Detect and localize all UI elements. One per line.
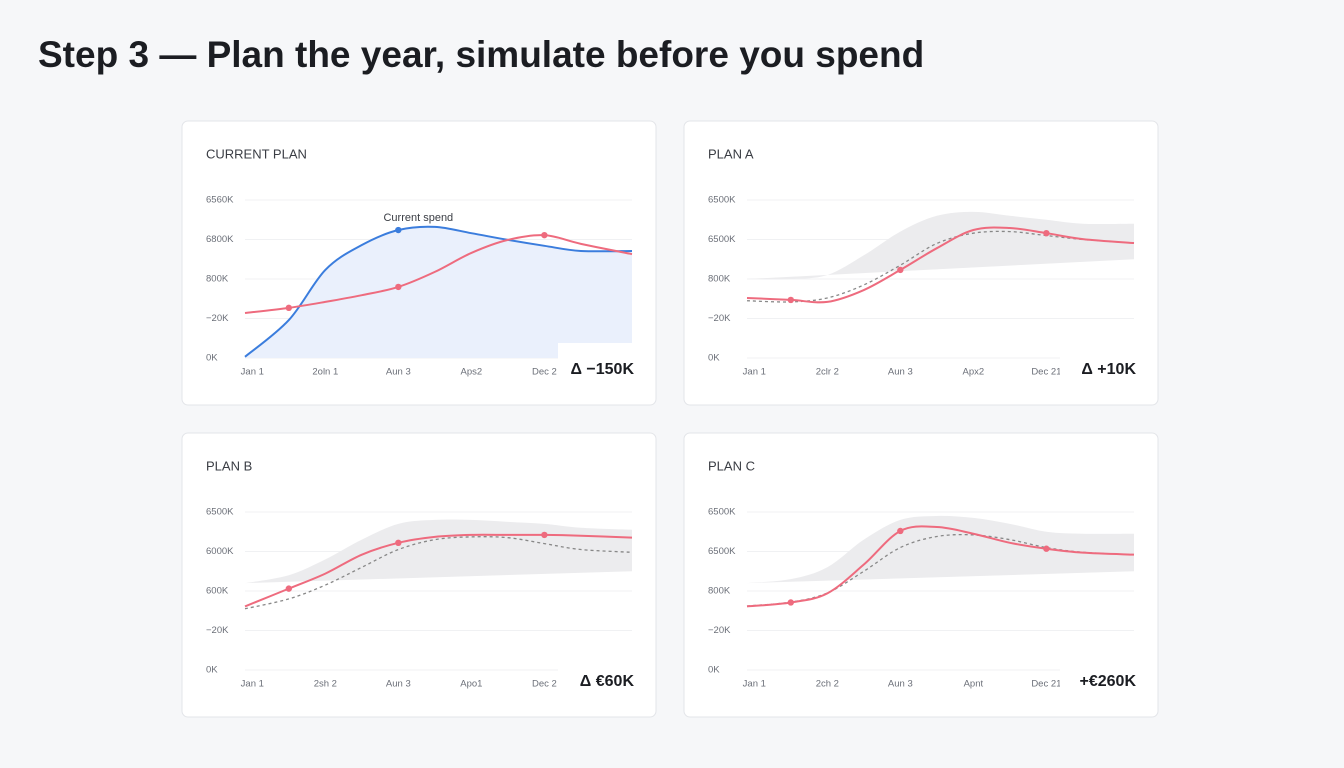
y-tick-label: 6500K xyxy=(708,507,736,518)
y-tick-label: 0K xyxy=(708,353,720,364)
x-tick-label: Apo1 xyxy=(460,679,482,690)
point xyxy=(787,599,795,606)
x-tick-label: Aun 3 xyxy=(888,679,913,690)
band xyxy=(747,515,1134,584)
delta-label: Δ +10K xyxy=(1081,361,1136,378)
x-tick-label: Jan 1 xyxy=(743,679,766,690)
card-title: PLAN B xyxy=(206,458,252,473)
line xyxy=(244,533,633,608)
point xyxy=(1043,545,1050,552)
delta-backdrop xyxy=(558,343,638,383)
y-tick-label: 6500K xyxy=(206,507,234,518)
x-tick-label: Dec 2 xyxy=(532,367,557,378)
y-tick-label: 0K xyxy=(206,353,218,364)
delta-backdrop xyxy=(1060,343,1140,383)
delta-backdrop xyxy=(558,655,638,695)
line xyxy=(746,230,1135,303)
y-tick-label: −20K xyxy=(206,625,229,636)
annotation: Current spend xyxy=(383,212,453,224)
y-tick-label: 0K xyxy=(206,665,218,676)
card-title: PLAN A xyxy=(708,146,754,161)
x-tick-label: Aps2 xyxy=(461,367,483,378)
point xyxy=(541,231,548,239)
x-tick-label: Aun 3 xyxy=(386,367,411,378)
line xyxy=(244,234,633,314)
y-tick-label: 800K xyxy=(206,274,229,285)
x-tick-label: Jan 1 xyxy=(241,679,264,690)
y-tick-label: 0K xyxy=(708,665,720,676)
y-tick-label: 600K xyxy=(206,586,229,597)
point xyxy=(285,585,293,592)
y-tick-label: 800K xyxy=(708,274,731,285)
card-title: CURRENT PLAN xyxy=(206,146,307,161)
y-tick-label: 6800K xyxy=(206,234,234,245)
point xyxy=(541,531,548,539)
x-tick-label: Apnt xyxy=(964,679,984,690)
y-tick-label: −20K xyxy=(708,313,731,324)
y-tick-label: 6500K xyxy=(708,546,736,557)
point xyxy=(897,527,904,535)
y-tick-label: 800K xyxy=(708,586,731,597)
point xyxy=(897,266,904,274)
point xyxy=(395,539,402,547)
y-tick-label: 6500K xyxy=(708,234,736,245)
x-tick-label: Aun 3 xyxy=(888,367,913,378)
point xyxy=(1043,229,1050,237)
x-tick-label: 2clr 2 xyxy=(816,367,839,378)
x-tick-label: Jan 1 xyxy=(241,367,264,378)
point xyxy=(285,304,293,312)
line xyxy=(746,226,1135,304)
x-tick-label: 2ch 2 xyxy=(816,679,839,690)
point xyxy=(395,283,402,291)
x-tick-label: Dec 21 xyxy=(1031,367,1061,378)
point xyxy=(395,226,402,234)
line xyxy=(746,525,1135,608)
point xyxy=(787,296,795,304)
x-tick-label: Aun 3 xyxy=(386,679,411,690)
delta-label: +€260K xyxy=(1080,673,1137,690)
line xyxy=(244,225,633,358)
y-tick-label: 6560K xyxy=(206,195,234,206)
card-title: PLAN C xyxy=(708,458,755,473)
area xyxy=(245,226,632,358)
x-tick-label: 2sh 2 xyxy=(314,679,337,690)
page-title: Step 3 — Plan the year, simulate before … xyxy=(38,34,924,75)
x-tick-label: Apx2 xyxy=(963,367,985,378)
x-tick-label: Jan 1 xyxy=(743,367,766,378)
x-tick-label: Dec 2 xyxy=(532,679,557,690)
y-tick-label: −20K xyxy=(708,625,731,636)
line xyxy=(746,533,1135,607)
x-tick-label: Dec 21 xyxy=(1031,679,1061,690)
delta-label: Δ €60K xyxy=(580,673,635,690)
y-tick-label: 6000K xyxy=(206,546,234,557)
line xyxy=(244,536,633,610)
y-tick-label: 6500K xyxy=(708,195,736,206)
delta-backdrop xyxy=(1060,655,1140,695)
delta-label: Δ −150K xyxy=(570,361,634,378)
x-tick-label: 2oln 1 xyxy=(312,367,338,378)
y-tick-label: −20K xyxy=(206,313,229,324)
